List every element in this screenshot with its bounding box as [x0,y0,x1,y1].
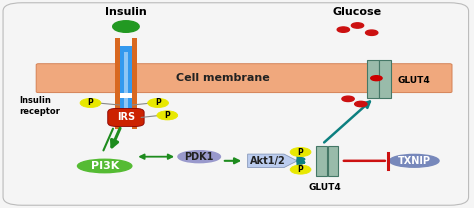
FancyBboxPatch shape [36,64,452,93]
Text: Akt1/2: Akt1/2 [250,156,286,166]
Text: P: P [298,147,303,157]
Bar [132,38,137,129]
Bar [328,146,338,176]
Circle shape [351,23,364,28]
Text: GLUT4: GLUT4 [398,76,430,85]
Ellipse shape [178,151,220,163]
Bar [115,38,120,129]
Text: Cell membrane: Cell membrane [176,73,270,83]
Circle shape [337,27,349,32]
Circle shape [80,98,101,108]
Circle shape [113,21,139,32]
Bar [124,52,128,123]
Bar [367,60,379,98]
Circle shape [290,165,311,174]
Text: Glucose: Glucose [333,7,382,17]
Bar [380,60,392,98]
Text: PI3K: PI3K [91,161,119,171]
Text: Insulin
receptor: Insulin receptor [19,96,61,116]
Circle shape [355,101,367,107]
Text: Insulin: Insulin [105,7,147,17]
Circle shape [148,98,168,108]
Ellipse shape [390,154,439,167]
Text: PDK1: PDK1 [184,152,214,162]
FancyBboxPatch shape [108,108,144,126]
Bar [316,146,327,176]
Text: P: P [164,111,170,120]
Circle shape [290,147,311,157]
Text: IRS: IRS [117,113,135,123]
Circle shape [157,111,178,120]
Text: P: P [298,165,303,174]
Text: GLUT4: GLUT4 [308,182,341,192]
Bar [120,46,132,125]
Circle shape [342,96,354,102]
Bar [120,93,132,98]
Text: TXNIP: TXNIP [398,156,431,166]
Polygon shape [247,154,297,167]
Circle shape [371,76,382,81]
Text: P: P [155,98,161,108]
Text: P: P [88,98,93,108]
Circle shape [365,30,378,35]
Ellipse shape [77,159,132,173]
